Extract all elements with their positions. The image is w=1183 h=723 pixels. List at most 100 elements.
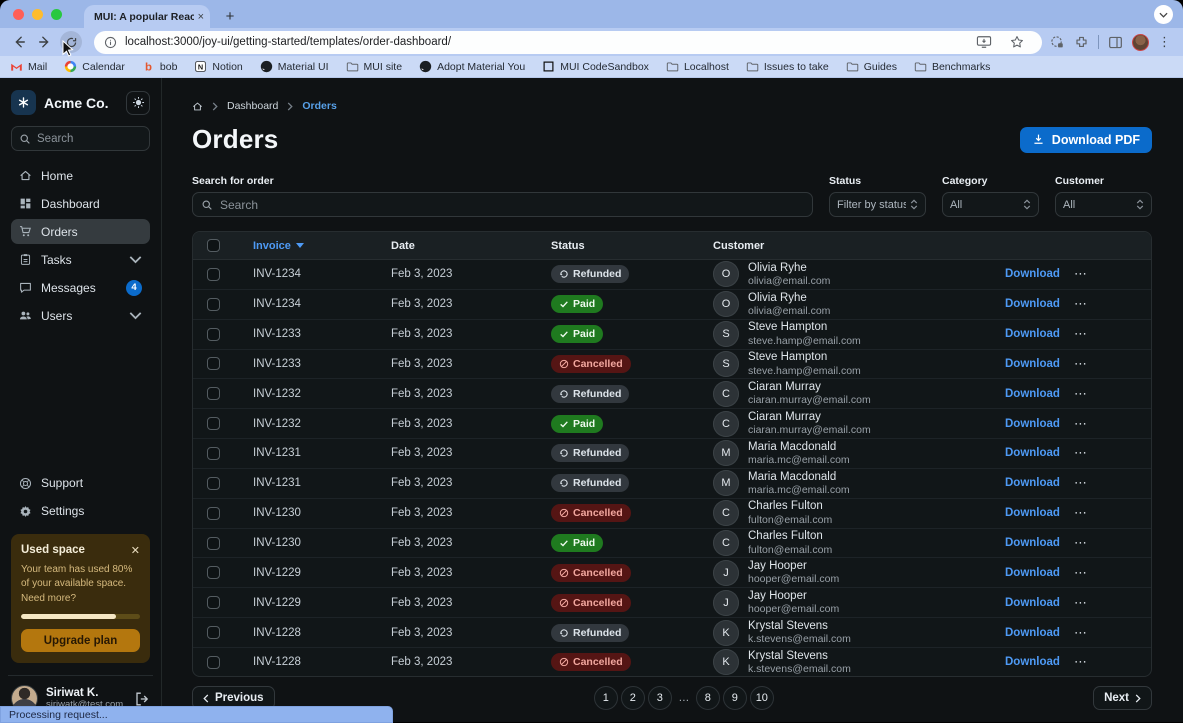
download-link[interactable]: Download (1005, 477, 1060, 490)
breadcrumb-dashboard[interactable]: Dashboard (227, 100, 279, 112)
bookmark-item[interactable]: Mail (10, 60, 47, 73)
download-link[interactable]: Download (1005, 507, 1060, 520)
row-menu-icon[interactable]: ⋯ (1073, 445, 1088, 461)
row-checkbox[interactable] (207, 506, 220, 520)
row-menu-icon[interactable]: ⋯ (1073, 415, 1088, 431)
install-app-icon[interactable] (976, 35, 992, 49)
theme-toggle-button[interactable] (126, 90, 150, 115)
page-number-button[interactable]: 9 (722, 686, 747, 710)
side-panel-icon[interactable] (1108, 35, 1123, 50)
row-checkbox[interactable] (207, 357, 220, 371)
forward-button[interactable] (34, 31, 56, 53)
sidebar-search[interactable] (11, 126, 150, 151)
download-link[interactable]: Download (1005, 656, 1060, 669)
download-link[interactable]: Download (1005, 328, 1060, 341)
bookmark-item[interactable]: Guides (846, 60, 897, 73)
bookmark-item[interactable]: Benchmarks (914, 60, 990, 73)
browser-menu-icon[interactable]: ⋮ (1158, 34, 1171, 49)
row-checkbox[interactable] (207, 297, 220, 311)
row-menu-icon[interactable]: ⋯ (1073, 355, 1088, 371)
row-checkbox[interactable] (207, 566, 220, 580)
download-link[interactable]: Download (1005, 596, 1060, 609)
bookmark-item[interactable]: Issues to take (746, 60, 829, 73)
logout-icon[interactable] (134, 691, 150, 707)
site-info-icon[interactable] (104, 36, 117, 49)
row-menu-icon[interactable]: ⋯ (1073, 326, 1088, 342)
sidebar-nav-item[interactable]: Support (11, 471, 150, 496)
bookmark-item[interactable]: MUI CodeSandbox (542, 60, 649, 73)
row-menu-icon[interactable]: ⋯ (1073, 475, 1088, 491)
page-number-button[interactable]: 2 (620, 686, 645, 710)
download-link[interactable]: Download (1005, 387, 1060, 400)
sidebar-nav-item[interactable]: Users (11, 303, 150, 328)
page-number-button[interactable]: 3 (647, 686, 672, 710)
bookmark-star-icon[interactable] (1010, 35, 1024, 49)
row-menu-icon[interactable]: ⋯ (1073, 624, 1088, 640)
bookmark-item[interactable]: MUI site (346, 60, 402, 73)
close-icon[interactable]: ✕ (130, 544, 140, 557)
page-number-button[interactable]: 8 (695, 686, 720, 710)
filter-select[interactable]: All (1055, 192, 1152, 217)
row-menu-icon[interactable]: ⋯ (1073, 564, 1088, 580)
tab-close-icon[interactable]: × (197, 10, 204, 23)
sidebar-nav-item[interactable]: Messages 4 (11, 275, 150, 300)
page-number-button[interactable]: … (678, 692, 690, 704)
new-tab-button[interactable]: + (225, 7, 235, 25)
extensions-icon[interactable] (1074, 35, 1089, 50)
window-close-button[interactable] (13, 8, 24, 20)
row-menu-icon[interactable]: ⋯ (1073, 535, 1088, 551)
row-checkbox[interactable] (207, 327, 220, 341)
sidebar-nav-item[interactable]: Home (11, 163, 150, 188)
sidebar-nav-item[interactable]: Settings (11, 499, 150, 524)
window-zoom-button[interactable] (51, 8, 62, 20)
row-checkbox[interactable] (207, 267, 220, 281)
window-minimize-button[interactable] (32, 8, 43, 20)
filter-select[interactable]: All (942, 192, 1039, 217)
row-checkbox[interactable] (207, 476, 220, 490)
upgrade-plan-button[interactable]: Upgrade plan (21, 629, 140, 652)
sidebar-nav-item[interactable]: Dashboard (11, 191, 150, 216)
bookmark-item[interactable]: Calendar (64, 60, 125, 73)
address-bar[interactable]: localhost:3000/joy-ui/getting-started/te… (94, 30, 1042, 54)
sidebar-nav-item[interactable]: Tasks (11, 247, 150, 272)
row-checkbox[interactable] (207, 446, 220, 460)
next-page-button[interactable]: Next (1093, 686, 1152, 710)
browser-tab[interactable]: MUI: A popular React UI fram × (84, 5, 210, 28)
row-checkbox[interactable] (207, 417, 220, 431)
download-link[interactable]: Download (1005, 417, 1060, 430)
sidebar-search-input[interactable] (37, 132, 142, 145)
bookmark-item[interactable]: Localhost (666, 60, 729, 73)
bookmark-item[interactable]: Adopt Material You (419, 60, 525, 73)
sidebar-nav-item[interactable]: Orders (11, 219, 150, 244)
bookmark-item[interactable]: N Notion (194, 60, 243, 73)
download-link[interactable]: Download (1005, 357, 1060, 370)
tab-search-button[interactable] (1154, 5, 1173, 24)
row-menu-icon[interactable]: ⋯ (1073, 266, 1088, 282)
select-all-checkbox[interactable] (207, 239, 220, 252)
download-link[interactable]: Download (1005, 626, 1060, 639)
row-menu-icon[interactable]: ⋯ (1073, 594, 1088, 610)
row-menu-icon[interactable]: ⋯ (1073, 296, 1088, 312)
row-checkbox[interactable] (207, 387, 220, 401)
download-link[interactable]: Download (1005, 566, 1060, 579)
row-menu-icon[interactable]: ⋯ (1073, 654, 1088, 670)
bookmark-item[interactable]: Material UI (260, 60, 329, 73)
privacy-icon[interactable] (1050, 35, 1065, 50)
home-icon[interactable] (192, 101, 203, 112)
page-number-button[interactable]: 10 (749, 686, 774, 710)
bookmark-item[interactable]: b bob (142, 60, 178, 74)
row-checkbox[interactable] (207, 655, 220, 669)
filter-select[interactable]: Filter by status (829, 192, 926, 217)
download-link[interactable]: Download (1005, 268, 1060, 281)
column-invoice[interactable]: Invoice (241, 240, 379, 252)
download-pdf-button[interactable]: Download PDF (1019, 126, 1152, 153)
row-checkbox[interactable] (207, 536, 220, 550)
row-checkbox[interactable] (207, 626, 220, 640)
back-button[interactable] (8, 31, 30, 53)
order-search-input[interactable] (220, 197, 804, 212)
row-menu-icon[interactable]: ⋯ (1073, 505, 1088, 521)
row-menu-icon[interactable]: ⋯ (1073, 385, 1088, 401)
download-link[interactable]: Download (1005, 298, 1060, 311)
download-link[interactable]: Download (1005, 447, 1060, 460)
profile-avatar[interactable] (1132, 33, 1149, 51)
